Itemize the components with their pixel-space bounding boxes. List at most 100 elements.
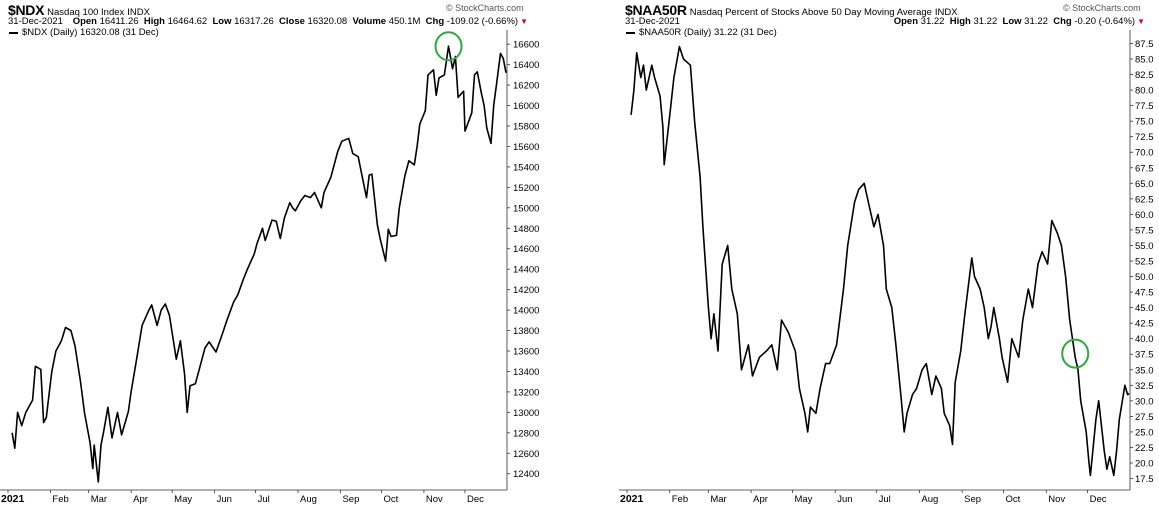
x-tick-label: Feb xyxy=(52,494,68,505)
x-tick-label: Sep xyxy=(342,494,359,505)
legend-swatch xyxy=(626,31,635,34)
x-tick-label: Mar xyxy=(91,494,107,505)
x-tick-label: Oct xyxy=(1006,494,1021,505)
y-tick-label: 14400 xyxy=(513,265,539,276)
y-tick-label: 70.0 xyxy=(1135,148,1154,159)
y-tick-label: 13000 xyxy=(513,408,539,419)
chart-axis-frame xyxy=(619,30,1131,491)
quote-date: 31-Dec-2021 xyxy=(625,16,680,27)
y-tick-label: 55.0 xyxy=(1135,241,1154,252)
y-tick-label: 52.5 xyxy=(1135,257,1154,268)
y-tick-label: 12800 xyxy=(513,428,539,439)
y-tick-label: 37.5 xyxy=(1135,350,1154,361)
y-tick-label: 30.0 xyxy=(1135,396,1154,407)
y-tick-label: 62.5 xyxy=(1135,194,1154,205)
x-tick-label: Apr xyxy=(133,494,148,505)
y-tick-label: 13800 xyxy=(513,326,539,337)
ndx-chart-svg: 12400 12600 12800 13000 13200 13400 13600 13800… xyxy=(0,30,539,505)
y-tick-label: 67.5 xyxy=(1135,163,1154,174)
x-tick-label: 2021 xyxy=(1,493,25,505)
chart-symbol: $NDX xyxy=(8,2,45,18)
x-tick-label: May xyxy=(174,494,192,505)
quote-row: 31-Dec-2021 Open 31.22 High 31.22 Low 31… xyxy=(625,16,1145,27)
x-tick-label: Aug xyxy=(300,494,317,505)
quote-values: Open 31.22 High 31.22 Low 31.22 Chg -0.2… xyxy=(893,16,1145,27)
series-line xyxy=(11,45,507,483)
x-tick-label: Dec xyxy=(1090,494,1107,505)
y-tick-label: 80.0 xyxy=(1135,86,1154,97)
y-tick-label: 50.0 xyxy=(1135,272,1154,283)
x-tick-label: Jun xyxy=(837,494,852,505)
y-tick-label: 57.5 xyxy=(1135,225,1154,236)
legend-label: $NAA50R (Daily) 31.22 (31 Dec) xyxy=(639,27,777,38)
legend-label: $NDX (Daily) 16320.08 (31 Dec) xyxy=(22,27,159,38)
y-tick-label: 42.5 xyxy=(1135,319,1154,330)
y-tick-label: 85.0 xyxy=(1135,54,1154,65)
x-tick-label: Jul xyxy=(879,494,891,505)
y-tick-label: 20.0 xyxy=(1135,459,1154,470)
x-tick-label: Aug xyxy=(921,494,938,505)
legend-swatch xyxy=(9,31,18,34)
y-tick-label: 14200 xyxy=(513,285,539,296)
y-tick-label: 45.0 xyxy=(1135,303,1154,314)
highlight-circle xyxy=(434,31,463,62)
x-tick-label: Sep xyxy=(964,494,981,505)
y-tick-label: 40.0 xyxy=(1135,334,1154,345)
series-legend: $NDX (Daily) 16320.08 (31 Dec) xyxy=(9,27,159,38)
y-tick-label: 27.5 xyxy=(1135,412,1154,423)
y-tick-label: 12400 xyxy=(513,469,539,480)
y-tick-label: 16000 xyxy=(513,101,539,112)
y-tick-label: 60.0 xyxy=(1135,210,1154,221)
y-tick-label: 65.0 xyxy=(1135,179,1154,190)
y-tick-label: 15200 xyxy=(513,183,539,194)
y-tick-label: 14000 xyxy=(513,306,539,317)
y-tick-label: 14600 xyxy=(513,244,539,255)
naa50r-chart-svg: 17.5 20.0 22.5 25.0 27.5 30.0 32.5 35.0 37.5 40.0… xyxy=(619,30,1154,505)
down-triangle-icon: ▼ xyxy=(520,17,528,26)
series-legend: $NAA50R (Daily) 31.22 (31 Dec) xyxy=(626,27,777,38)
y-tick-label: 16400 xyxy=(513,60,539,71)
y-tick-label: 17.5 xyxy=(1135,474,1154,485)
chart-header: $NDX Nasdaq 100 Index INDX xyxy=(8,2,150,20)
naa50r-chart-panel: $NAA50R Nasdaq Percent of Stocks Above 50… xyxy=(617,0,1159,507)
series-line xyxy=(630,45,1130,477)
quote-row: 31-Dec-2021 Open 16411.26 High 16464.62 … xyxy=(8,16,528,27)
x-tick-label: May xyxy=(794,494,812,505)
x-tick-label: Jun xyxy=(217,494,232,505)
stockcharts-brand: © StockCharts.com xyxy=(1063,3,1141,13)
y-tick-label: 32.5 xyxy=(1135,381,1154,392)
y-tick-label: 25.0 xyxy=(1135,427,1154,438)
chart-exchange: INDX xyxy=(127,7,150,18)
y-tick-label: 87.5 xyxy=(1135,39,1154,50)
y-tick-label: 22.5 xyxy=(1135,443,1154,454)
y-tick-label: 13200 xyxy=(513,387,539,398)
y-tick-label: 35.0 xyxy=(1135,365,1154,376)
y-tick-label: 15600 xyxy=(513,142,539,153)
chart-name: Nasdaq Percent of Stocks Above 50 Day Mo… xyxy=(689,7,932,18)
y-tick-label: 75.0 xyxy=(1135,117,1154,128)
quote-values: Open 16411.26 High 16464.62 Low 16317.26… xyxy=(72,16,528,27)
y-tick-label: 14800 xyxy=(513,224,539,235)
y-tick-label: 15400 xyxy=(513,162,539,173)
y-tick-label: 77.5 xyxy=(1135,101,1154,112)
x-tick-label: Apr xyxy=(753,494,768,505)
x-tick-label: Jul xyxy=(258,494,270,505)
y-tick-label: 72.5 xyxy=(1135,132,1154,143)
chart-exchange: INDX xyxy=(934,7,958,18)
highlight-circle xyxy=(1061,338,1090,369)
x-tick-label: Mar xyxy=(710,494,726,505)
stockcharts-brand: © StockCharts.com xyxy=(446,3,524,13)
y-tick-label: 12600 xyxy=(513,449,539,460)
x-tick-label: 2021 xyxy=(620,493,644,505)
down-triangle-icon: ▼ xyxy=(1137,17,1145,26)
y-tick-label: 16200 xyxy=(513,81,539,92)
chart-name: Nasdaq 100 Index xyxy=(47,7,125,18)
y-tick-label: 13600 xyxy=(513,347,539,358)
y-tick-label: 16600 xyxy=(513,40,539,51)
y-tick-label: 47.5 xyxy=(1135,288,1154,299)
ndx-chart-panel: $NDX Nasdaq 100 Index INDX © StockCharts.c… xyxy=(0,0,560,507)
y-tick-label: 15800 xyxy=(513,122,539,133)
x-tick-label: Nov xyxy=(1048,494,1065,505)
y-tick-label: 15000 xyxy=(513,203,539,214)
x-tick-label: Nov xyxy=(426,494,443,505)
